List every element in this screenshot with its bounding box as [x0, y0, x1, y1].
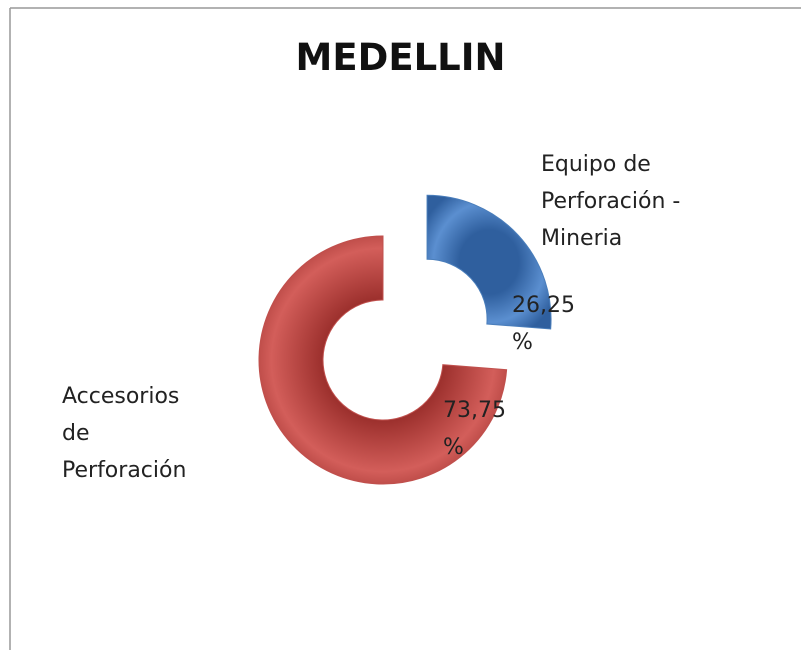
- value-label: 26,25 %: [512, 293, 575, 355]
- chart-title: MEDELLIN: [295, 36, 506, 79]
- category-label: Accesorios de Perforación: [62, 384, 187, 483]
- value-label: 73,75 %: [443, 398, 506, 460]
- category-label: Equipo de Perforación - Mineria: [541, 152, 681, 251]
- donut-slice: [426, 194, 552, 330]
- donut-slice: [258, 235, 508, 485]
